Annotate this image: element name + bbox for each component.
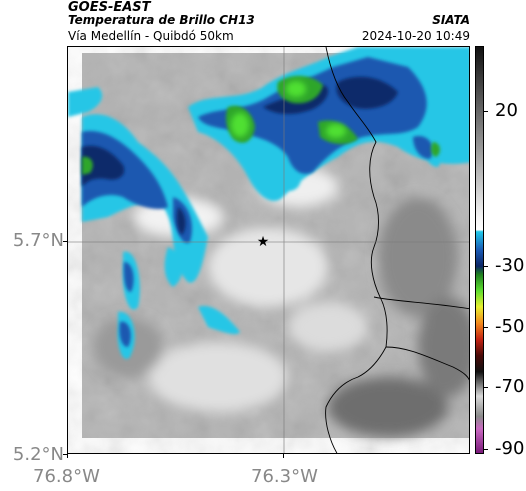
gridlines (68, 47, 469, 453)
location-marker: ★ (257, 234, 270, 250)
x-tick-mark (283, 454, 284, 458)
product-title: Temperatura de Brillo CH13 (68, 13, 255, 27)
colorbar-tick (484, 449, 488, 450)
boundary-lines (325, 47, 469, 453)
colorbar-label: 20 (495, 100, 518, 121)
satellite-title: GOES-EAST (68, 0, 151, 15)
colorbar-label: -90 (495, 438, 525, 459)
y-tick-label: 5.2°N (12, 444, 64, 465)
colorbar-tick (484, 387, 488, 388)
datetime-label: 2024-10-20 10:49 (361, 29, 470, 43)
colorbar-label: -70 (495, 376, 525, 397)
cloud-tops (68, 47, 469, 359)
map-imagery: ★ (68, 47, 469, 453)
colorbar-label: -30 (495, 255, 525, 276)
y-tick-label: 5.7°N (12, 230, 64, 251)
x-tick-label: 76.3°W (251, 466, 318, 487)
colorbar-label: -50 (495, 316, 525, 337)
x-tick-mark (67, 454, 68, 458)
organization-label: SIATA (432, 13, 470, 27)
colorbar-tick (484, 327, 488, 328)
temperature-colorbar (475, 46, 484, 454)
x-tick-label: 76.8°W (33, 466, 100, 487)
colorbar-tick (484, 266, 488, 267)
region-label: Vía Medellín - Quibdó 50km (68, 29, 234, 43)
colorbar-tick (484, 111, 488, 112)
satellite-map: ★ (67, 46, 470, 454)
y-tick-mark (63, 454, 67, 455)
y-tick-mark (63, 241, 67, 242)
